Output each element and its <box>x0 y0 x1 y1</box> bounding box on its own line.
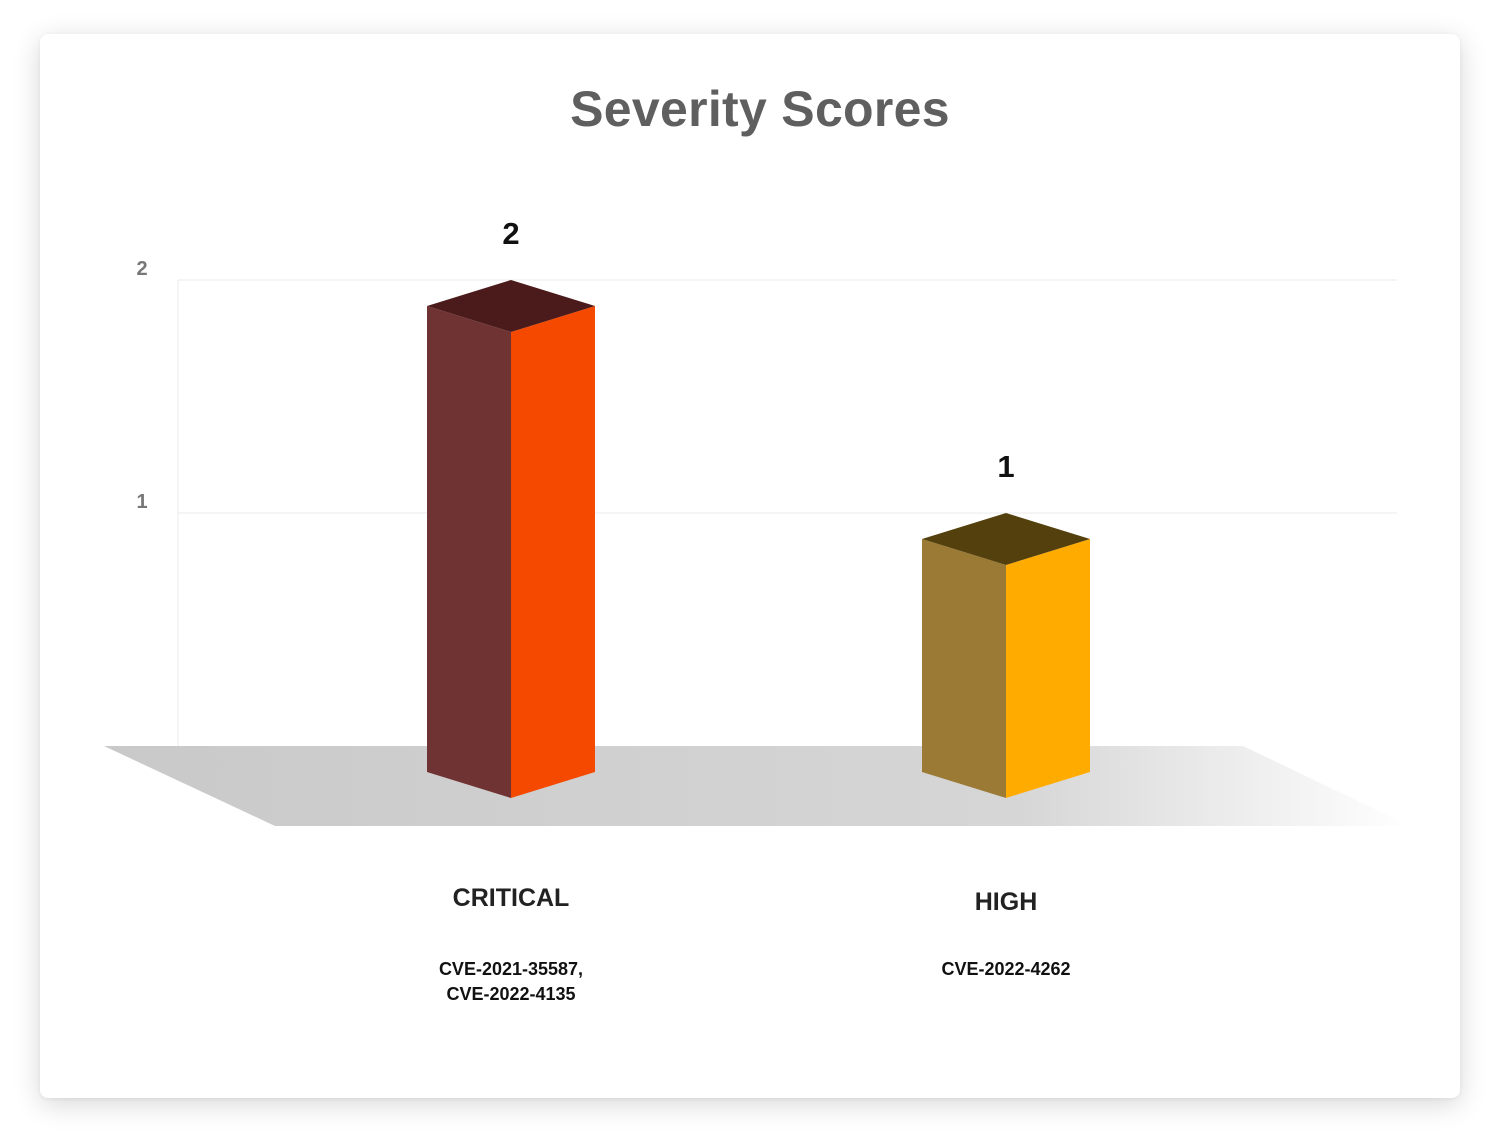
bar-high-top <box>922 513 1090 565</box>
bar-critical-top <box>427 280 595 332</box>
cve-label-high-0: CVE-2022-4262 <box>941 959 1070 979</box>
category-label-critical: CRITICAL <box>453 884 570 912</box>
bar-high-side <box>922 539 1006 798</box>
cve-label-critical-1: CVE-2022-4135 <box>446 984 575 1004</box>
cve-label-critical-0: CVE-2021-35587, <box>439 959 583 979</box>
labels-layer: 1 2 2 CRITICAL CVE-2021-35587, CVE-2022-4135 1… <box>136 216 1070 1004</box>
chart-card <box>40 34 1460 1098</box>
bars-layer <box>427 280 1090 798</box>
chart-floor <box>104 746 1410 826</box>
value-label-high: 1 <box>997 449 1014 484</box>
grid-layer <box>177 279 1397 776</box>
bar-critical-front <box>511 306 595 798</box>
bar-high-front <box>1006 539 1090 798</box>
chart-title: Severity Scores <box>570 81 950 137</box>
category-label-high: HIGH <box>975 888 1038 916</box>
value-label-critical: 2 <box>502 216 519 251</box>
y-tick-label-2: 2 <box>136 258 147 280</box>
y-tick-label-1: 1 <box>136 491 147 513</box>
bar-critical-side <box>427 306 511 798</box>
floor-layer <box>104 746 1410 826</box>
